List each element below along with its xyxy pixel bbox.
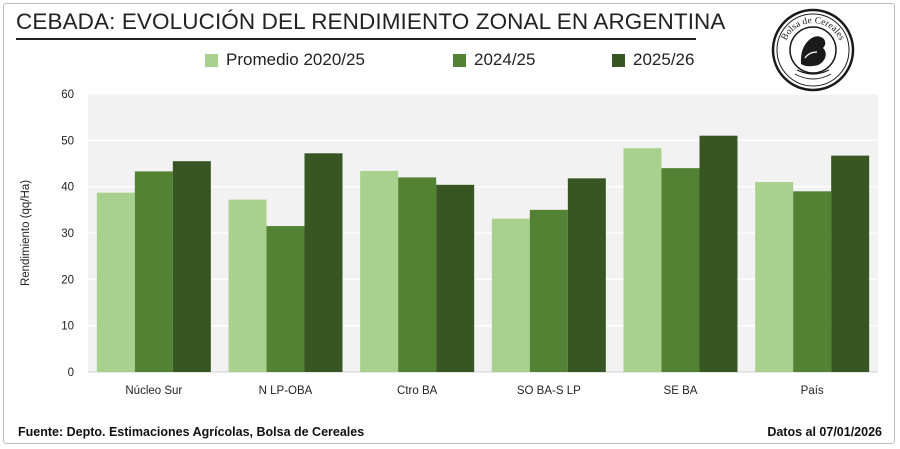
x-tick-label: País	[801, 385, 824, 397]
data-date: Datos al 07/01/2026	[767, 425, 882, 439]
legend-swatch-2024-25	[453, 53, 466, 67]
legend-item-2025-26: 2025/26	[612, 50, 694, 70]
bar	[134, 171, 173, 372]
bar	[398, 177, 437, 372]
legend-label-promedio: Promedio 2020/25	[226, 50, 365, 69]
title-underline	[16, 38, 696, 40]
x-tick-label: N LP-OBA	[259, 385, 313, 397]
bar	[436, 184, 475, 372]
y-tick-label: 30	[61, 228, 74, 240]
bar	[623, 148, 662, 372]
x-tick-label: Ctro BA	[397, 385, 438, 397]
bar	[172, 161, 211, 372]
y-tick-label: 0	[68, 367, 74, 379]
y-tick-label: 20	[61, 274, 74, 286]
bar	[228, 199, 267, 372]
bar	[304, 153, 343, 372]
x-tick-label: SE BA	[664, 385, 698, 397]
y-tick-label: 10	[61, 321, 74, 333]
bar	[96, 192, 135, 372]
chart-title: CEBADA: EVOLUCIÓN DEL RENDIMIENTO ZONAL …	[16, 9, 726, 34]
x-tick-label: SO BA-S LP	[517, 385, 581, 397]
bar	[529, 209, 568, 372]
bar	[266, 226, 305, 372]
chart-frame	[3, 3, 895, 444]
legend-swatch-2025-26	[612, 53, 625, 67]
bar	[360, 170, 399, 372]
x-tick-label: Núcleo Sur	[125, 385, 182, 397]
bar	[567, 178, 606, 372]
legend-label-2024-25: 2024/25	[474, 50, 536, 69]
source-note: Fuente: Depto. Estimaciones Agrícolas, B…	[18, 425, 365, 439]
legend-item-2024-25: 2024/25	[453, 50, 535, 70]
bar	[661, 168, 700, 372]
y-tick-label: 40	[61, 182, 74, 194]
bolsa-de-cereales-logo-icon: Bolsa de Cereales	[771, 8, 855, 92]
bar	[491, 218, 530, 372]
bar	[755, 182, 794, 372]
y-tick-label: 50	[61, 135, 74, 147]
bar	[793, 191, 832, 372]
y-tick-label: 60	[61, 89, 74, 101]
bar	[831, 155, 870, 372]
bar	[699, 135, 738, 372]
legend-swatch-promedio	[205, 53, 218, 67]
y-axis-title: Rendimiento (qq/Ha)	[20, 180, 32, 286]
legend-item-promedio: Promedio 2020/25	[205, 50, 365, 70]
legend-label-2025-26: 2025/26	[633, 50, 695, 69]
